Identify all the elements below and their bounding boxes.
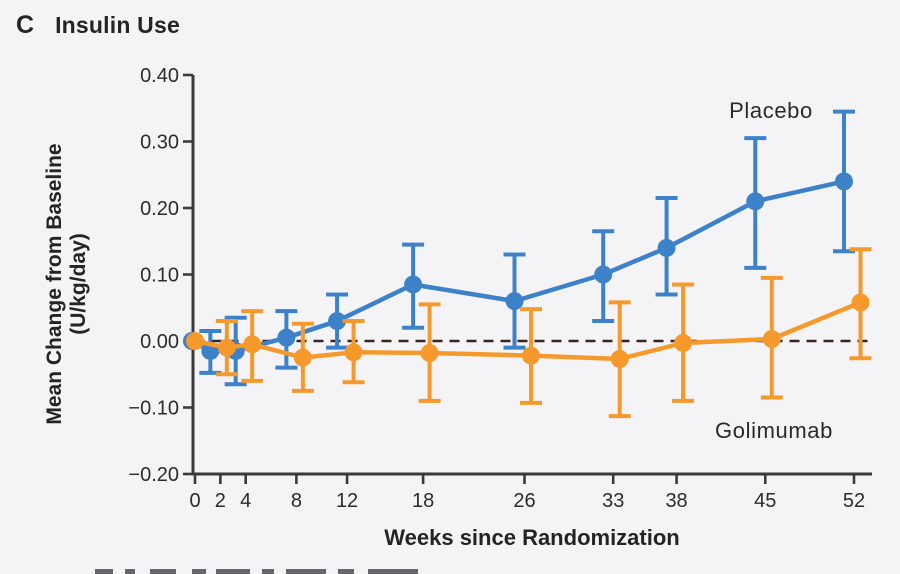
placebo-data-point	[746, 192, 765, 211]
golimumab-data-point	[521, 346, 540, 365]
golimumab-data-point	[420, 343, 439, 362]
placebo-data-point	[277, 328, 296, 347]
golimumab-data-point	[851, 293, 870, 312]
golimumab-data-point	[344, 343, 363, 362]
x-tick-label: 18	[412, 490, 434, 512]
placebo-data-point	[328, 312, 347, 331]
golimumab-data-point	[186, 332, 204, 350]
y-tick-label: 0.20	[140, 198, 179, 220]
panel-letter: C	[16, 11, 35, 39]
x-tick-label: 2	[215, 490, 226, 512]
series-golimumab	[186, 247, 872, 419]
golimumab-data-point	[610, 349, 629, 368]
golimumab-data-point	[674, 333, 693, 352]
y-tick-label: −0.10	[128, 398, 179, 420]
x-axis-title: Weeks since Randomization	[384, 525, 680, 550]
x-tick-label: 45	[754, 490, 776, 512]
y-tick-label: 0.10	[140, 265, 179, 287]
y-tick-label: 0.30	[140, 132, 179, 154]
placebo-data-point	[505, 292, 524, 311]
x-tick-label: 12	[336, 490, 358, 512]
placebo-data-point	[404, 275, 423, 294]
y-axis-title-line1: Mean Change from Baseline	[43, 143, 66, 425]
cropped-bottom-fragments	[95, 569, 418, 574]
series-placebo	[183, 109, 855, 387]
x-tick-label: 0	[189, 490, 200, 512]
placebo-data-point	[657, 238, 676, 257]
x-tick-label: 8	[291, 490, 302, 512]
golimumab-series-label: Golimumab	[715, 418, 833, 443]
golimumab-data-point	[243, 335, 262, 354]
x-tick-label: 33	[602, 490, 624, 512]
y-tick-label: 0.40	[140, 65, 179, 87]
y-axis-title-line2: (U/kg/day)	[67, 233, 90, 335]
panel-header: C Insulin Use	[16, 11, 180, 40]
placebo-data-point	[834, 172, 853, 191]
golimumab-data-point	[762, 330, 781, 349]
y-tick-label: −0.20	[128, 464, 179, 486]
x-tick-label: 4	[240, 490, 251, 512]
x-tick-label: 26	[513, 490, 535, 512]
axes-layer: 0.40 0.30 0.20 0.10 0.00 −0.10 −0.20 0 2 4 8 12 18 26…	[128, 65, 872, 512]
placebo-data-point	[594, 265, 613, 284]
y-tick-label: 0.00	[140, 331, 179, 353]
golimumab-data-point	[293, 348, 312, 367]
golimumab-data-point	[217, 338, 236, 357]
y-axis-title: Mean Change from Baseline (U/kg/day)	[43, 114, 91, 454]
x-tick-label: 52	[843, 490, 865, 512]
x-tick-label: 38	[665, 490, 687, 512]
panel-title: Insulin Use	[55, 12, 180, 38]
placebo-series-label: Placebo	[729, 98, 813, 123]
